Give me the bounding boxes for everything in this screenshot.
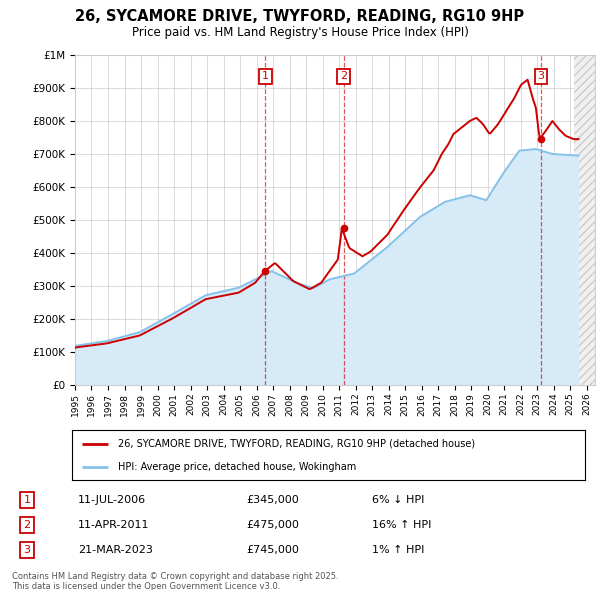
Text: £345,000: £345,000 [246, 495, 299, 505]
Text: 16% ↑ HPI: 16% ↑ HPI [372, 520, 431, 530]
Text: £745,000: £745,000 [246, 545, 299, 555]
Text: 2: 2 [23, 520, 31, 530]
Text: Price paid vs. HM Land Registry's House Price Index (HPI): Price paid vs. HM Land Registry's House … [131, 26, 469, 39]
Text: 1: 1 [262, 71, 269, 81]
Text: 6% ↓ HPI: 6% ↓ HPI [372, 495, 424, 505]
Text: 11-APR-2011: 11-APR-2011 [78, 520, 149, 530]
Text: £475,000: £475,000 [246, 520, 299, 530]
Text: Contains HM Land Registry data © Crown copyright and database right 2025.
This d: Contains HM Land Registry data © Crown c… [12, 572, 338, 590]
Text: 11-JUL-2006: 11-JUL-2006 [78, 495, 146, 505]
Text: 2: 2 [340, 71, 347, 81]
Text: 1% ↑ HPI: 1% ↑ HPI [372, 545, 424, 555]
Text: 21-MAR-2023: 21-MAR-2023 [78, 545, 153, 555]
Text: 3: 3 [23, 545, 31, 555]
Text: 1: 1 [23, 495, 31, 505]
Text: 26, SYCAMORE DRIVE, TWYFORD, READING, RG10 9HP (detached house): 26, SYCAMORE DRIVE, TWYFORD, READING, RG… [118, 438, 475, 448]
Text: 26, SYCAMORE DRIVE, TWYFORD, READING, RG10 9HP: 26, SYCAMORE DRIVE, TWYFORD, READING, RG… [76, 9, 524, 24]
Text: HPI: Average price, detached house, Wokingham: HPI: Average price, detached house, Woki… [118, 461, 356, 471]
Text: 3: 3 [538, 71, 544, 81]
